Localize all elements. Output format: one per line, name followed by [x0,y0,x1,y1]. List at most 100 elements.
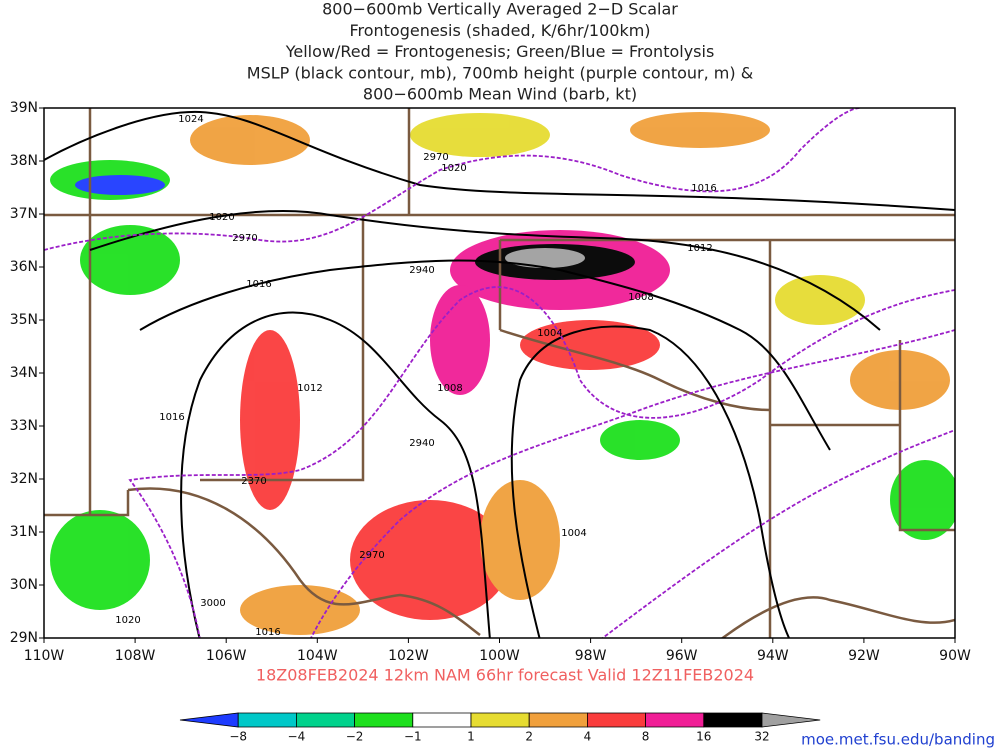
contour-label: 1012 [687,243,712,254]
shade [350,500,510,620]
color-swatch [645,712,705,728]
contour-label: 1016 [255,627,280,638]
contour-label: 1024 [178,114,203,125]
colorbar-label: −1 [404,730,422,744]
contour [128,286,955,638]
color-swatch [587,712,646,728]
colorbar-label: 1 [467,730,475,744]
lon-label: 94W [757,648,789,664]
contour-label: 2370 [241,476,266,487]
color-swatch [528,712,588,728]
title-line: Frontogenesis (shaded, K/6hr/100km) [349,21,650,40]
color-swatch [412,712,472,728]
colorbar-label: 2 [525,730,533,744]
shade [890,460,955,540]
contour-labels: 1024 2970 1020 1016 1020 2970 1012 2940 … [115,114,716,638]
lat-label: 35N [10,312,38,328]
contour [601,429,955,638]
colorbar-label: −8 [229,730,247,744]
borders [44,108,955,638]
contour-label: 1016 [159,412,184,423]
lon-label: 96W [666,648,698,664]
lon-label: 108W [115,648,156,664]
mslp-contours [44,110,955,638]
title-line: Yellow/Red = Frontogenesis; Green/Blue =… [285,42,715,61]
shade [240,330,300,510]
shade [505,248,585,268]
contour-label: 1008 [437,383,462,394]
lat-label: 29N [10,630,38,646]
color-swatch [354,712,414,728]
contour-label: 3000 [200,598,225,609]
contour-label: 2970 [423,152,448,163]
shading [50,112,955,635]
contour [510,325,791,638]
lon-label: 90W [939,648,971,664]
lat-label: 39N [10,100,38,116]
color-swatch [179,712,239,728]
shade [75,175,165,195]
lat-label: 32N [10,471,38,487]
color-swatch [296,712,355,728]
title-line: MSLP (black contour, mb), 700mb height (… [247,63,753,82]
contour-label: 2940 [409,438,434,449]
contour [89,209,881,331]
title-block: 800−600mb Vertically Averaged 2−D Scalar… [247,0,753,104]
contour-label: 2970 [359,550,384,561]
height-contours [44,108,955,638]
shade [80,225,180,295]
lon-label: 102W [388,648,429,664]
lon-label: 98W [575,648,607,664]
state-border [44,108,955,638]
lon-label: 110W [24,648,65,664]
shade [630,112,770,148]
credit: moe.met.fsu.edu/banding [801,731,995,749]
shade [430,285,490,395]
contour [44,108,861,251]
lat-label: 33N [10,418,38,434]
title-line: 800−600mb Mean Wind (barb, kt) [363,85,637,104]
shade [240,585,360,635]
shade [520,320,660,370]
lon-label: 104W [297,648,338,664]
lat-label: 38N [10,153,38,169]
shade [410,113,550,157]
contour-label: 1020 [209,212,234,223]
color-swatch [470,712,530,728]
lat-label: 36N [10,259,38,275]
contour-label: 1012 [297,383,322,394]
shade [190,115,310,165]
lon-label: 92W [848,648,880,664]
color-swatch [237,712,297,728]
contour [310,329,955,638]
lat-label: 31N [10,524,38,540]
colorbar-label: 32 [754,730,769,744]
colorbar: −8 −4 −2 −1 1 2 4 8 16 32 [179,712,821,744]
lat-label: 34N [10,365,38,381]
shade [600,420,680,460]
contour [180,311,491,638]
shade [775,275,865,325]
contour-label: 2940 [409,265,434,276]
colorbar-label: −2 [346,730,364,744]
axes: 39N 38N 37N 36N 35N 34N 33N 32N 31N 30N 29N 110W 108… [10,100,971,664]
shade [50,510,150,610]
contour [44,110,955,211]
contour-label: 1020 [441,163,466,174]
shade [480,480,560,600]
contour-label: 1016 [691,183,716,194]
contour-label: 1004 [561,528,586,539]
colorbar-label: −4 [288,730,306,744]
title-line: 800−600mb Vertically Averaged 2−D Scalar [322,0,678,19]
map-field: 1024 2970 1020 1016 1020 2970 1012 2940 … [44,108,955,638]
color-swatch [761,712,821,728]
lon-label: 106W [206,648,247,664]
colorbar-label: 16 [696,730,711,744]
lat-label: 37N [10,206,38,222]
contour-label: 1004 [537,328,562,339]
lon-label: 100W [479,648,520,664]
contour-label: 1020 [115,615,140,626]
forecast-label: 18Z08FEB2024 12km NAM 66hr forecast Vali… [256,666,754,685]
colorbar-label: 8 [642,730,650,744]
colorbar-label: 4 [584,730,592,744]
